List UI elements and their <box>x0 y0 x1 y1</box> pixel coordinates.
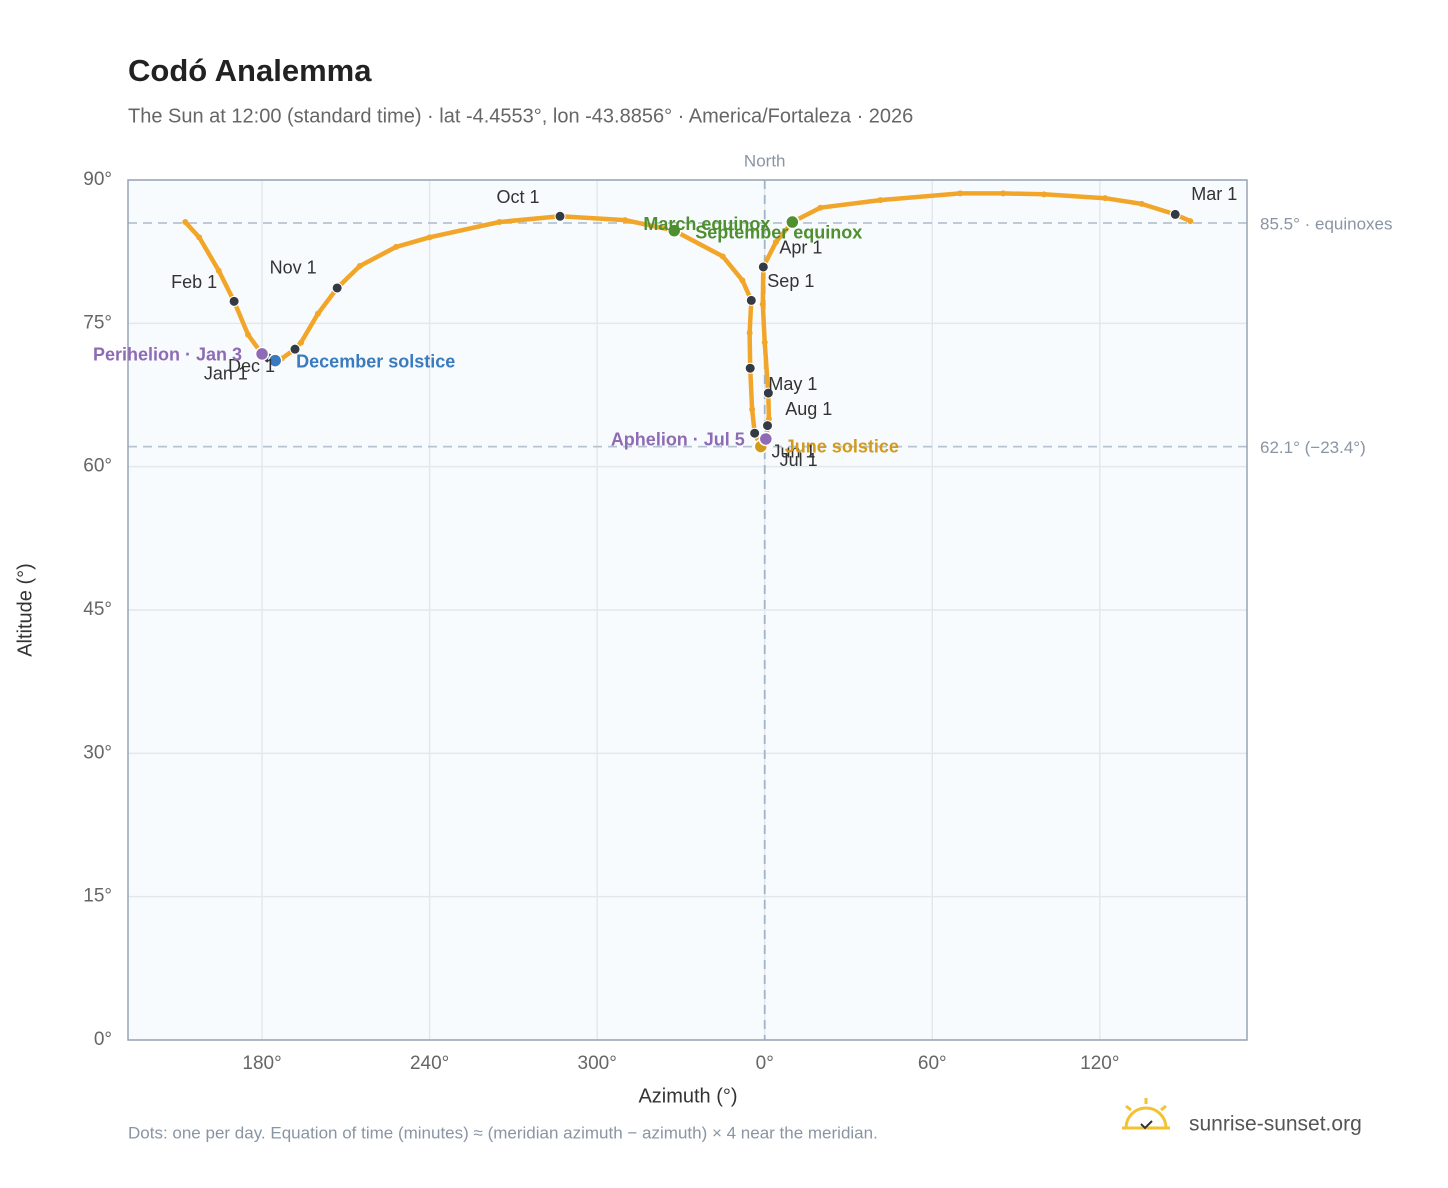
month-label: Feb 1 <box>171 272 217 292</box>
event-label: Perihelion · Jan 3 <box>93 345 242 365</box>
month-label: Oct 1 <box>497 187 540 207</box>
x-tick-label: 300° <box>578 1053 617 1074</box>
event-dot <box>666 223 682 238</box>
event-label: Aphelion · Jul 5 <box>611 430 745 450</box>
reference-label: 62.1° (−23.4°) <box>1260 438 1366 457</box>
event-label: March equinox <box>643 214 770 234</box>
month-label: Aug 1 <box>785 399 832 419</box>
y-tick-label: 0° <box>94 1029 112 1050</box>
x-tick-label: 0° <box>756 1053 774 1074</box>
day-dot <box>1102 195 1109 202</box>
day-dot <box>739 277 746 284</box>
x-axis-label: Azimuth (°) <box>638 1085 737 1107</box>
x-tick-label: 60° <box>918 1053 947 1074</box>
month-dot <box>228 295 240 307</box>
month-dot <box>749 427 761 439</box>
x-tick-label: 180° <box>242 1053 281 1074</box>
month-dot <box>757 261 769 273</box>
month-dot <box>554 210 566 222</box>
month-label: Mar 1 <box>1191 184 1237 204</box>
y-tick-label: 45° <box>83 599 112 620</box>
day-dot <box>749 406 756 413</box>
month-label: Jun 1 <box>772 441 816 461</box>
marks <box>182 190 1194 454</box>
plot-frame <box>127 179 1248 1041</box>
reference-label: 85.5° · equinoxes <box>1260 214 1393 233</box>
y-tick-label: 30° <box>83 742 112 763</box>
brand-logo <box>1122 1098 1170 1130</box>
day-dot <box>1040 191 1047 198</box>
day-dot <box>215 267 222 274</box>
y-tick-label: 75° <box>83 312 112 333</box>
month-dot <box>744 362 756 374</box>
month-label: Dec 1 <box>228 356 275 376</box>
day-dot <box>356 263 363 269</box>
event-label: September equinox <box>695 222 862 242</box>
month-label: May 1 <box>768 374 817 394</box>
day-dot <box>957 190 964 197</box>
footnote: Dots: one per day. Equation of time (min… <box>128 1123 878 1142</box>
meridian-label: North <box>744 151 786 170</box>
month-label: Apr 1 <box>779 238 822 258</box>
day-dot <box>772 239 779 246</box>
day-dot <box>1187 218 1194 225</box>
day-dot <box>746 329 753 336</box>
day-dot <box>182 219 189 226</box>
month-label: Sep 1 <box>767 271 814 291</box>
day-dot <box>245 331 252 338</box>
y-tick-label: 15° <box>83 886 112 907</box>
day-dot <box>196 234 203 241</box>
day-dot <box>719 253 726 260</box>
month-label: Jul 1 <box>780 450 818 470</box>
event-label: December solstice <box>296 351 455 371</box>
day-dot <box>1000 190 1007 197</box>
event-dot <box>254 346 270 362</box>
brand: sunrise-sunset.org <box>1189 1113 1362 1136</box>
day-dot <box>426 234 433 241</box>
day-dot <box>393 243 400 250</box>
event-dot <box>785 214 800 230</box>
month-label: Jan 1 <box>204 363 248 383</box>
month-label: Nov 1 <box>270 258 317 278</box>
x-tick-label: 240° <box>410 1053 449 1074</box>
month-dot <box>762 420 774 432</box>
day-dot <box>314 310 321 317</box>
month-dot <box>745 294 757 306</box>
month-dot <box>331 282 343 294</box>
event-dot <box>267 353 283 368</box>
day-dot <box>496 219 503 226</box>
day-dot <box>1138 200 1145 207</box>
event-dot <box>758 431 774 447</box>
day-dot <box>759 301 766 308</box>
day-dot <box>761 339 768 346</box>
chart-subtitle: The Sun at 12:00 (standard time) · lat -… <box>128 105 913 127</box>
y-tick-label: 60° <box>83 456 112 477</box>
month-dot <box>289 343 301 355</box>
month-dot <box>762 387 774 399</box>
day-dot <box>298 339 305 346</box>
chart-title: Codó Analemma <box>128 53 372 88</box>
y-axis-label: Altitude (°) <box>14 563 36 657</box>
event-label: June solstice <box>785 436 899 456</box>
month-dot <box>1169 208 1181 220</box>
day-dot <box>817 204 824 211</box>
day-dot <box>622 217 629 224</box>
y-tick-label: 90° <box>83 169 112 190</box>
day-dot <box>877 197 884 204</box>
x-tick-label: 120° <box>1080 1053 1119 1074</box>
